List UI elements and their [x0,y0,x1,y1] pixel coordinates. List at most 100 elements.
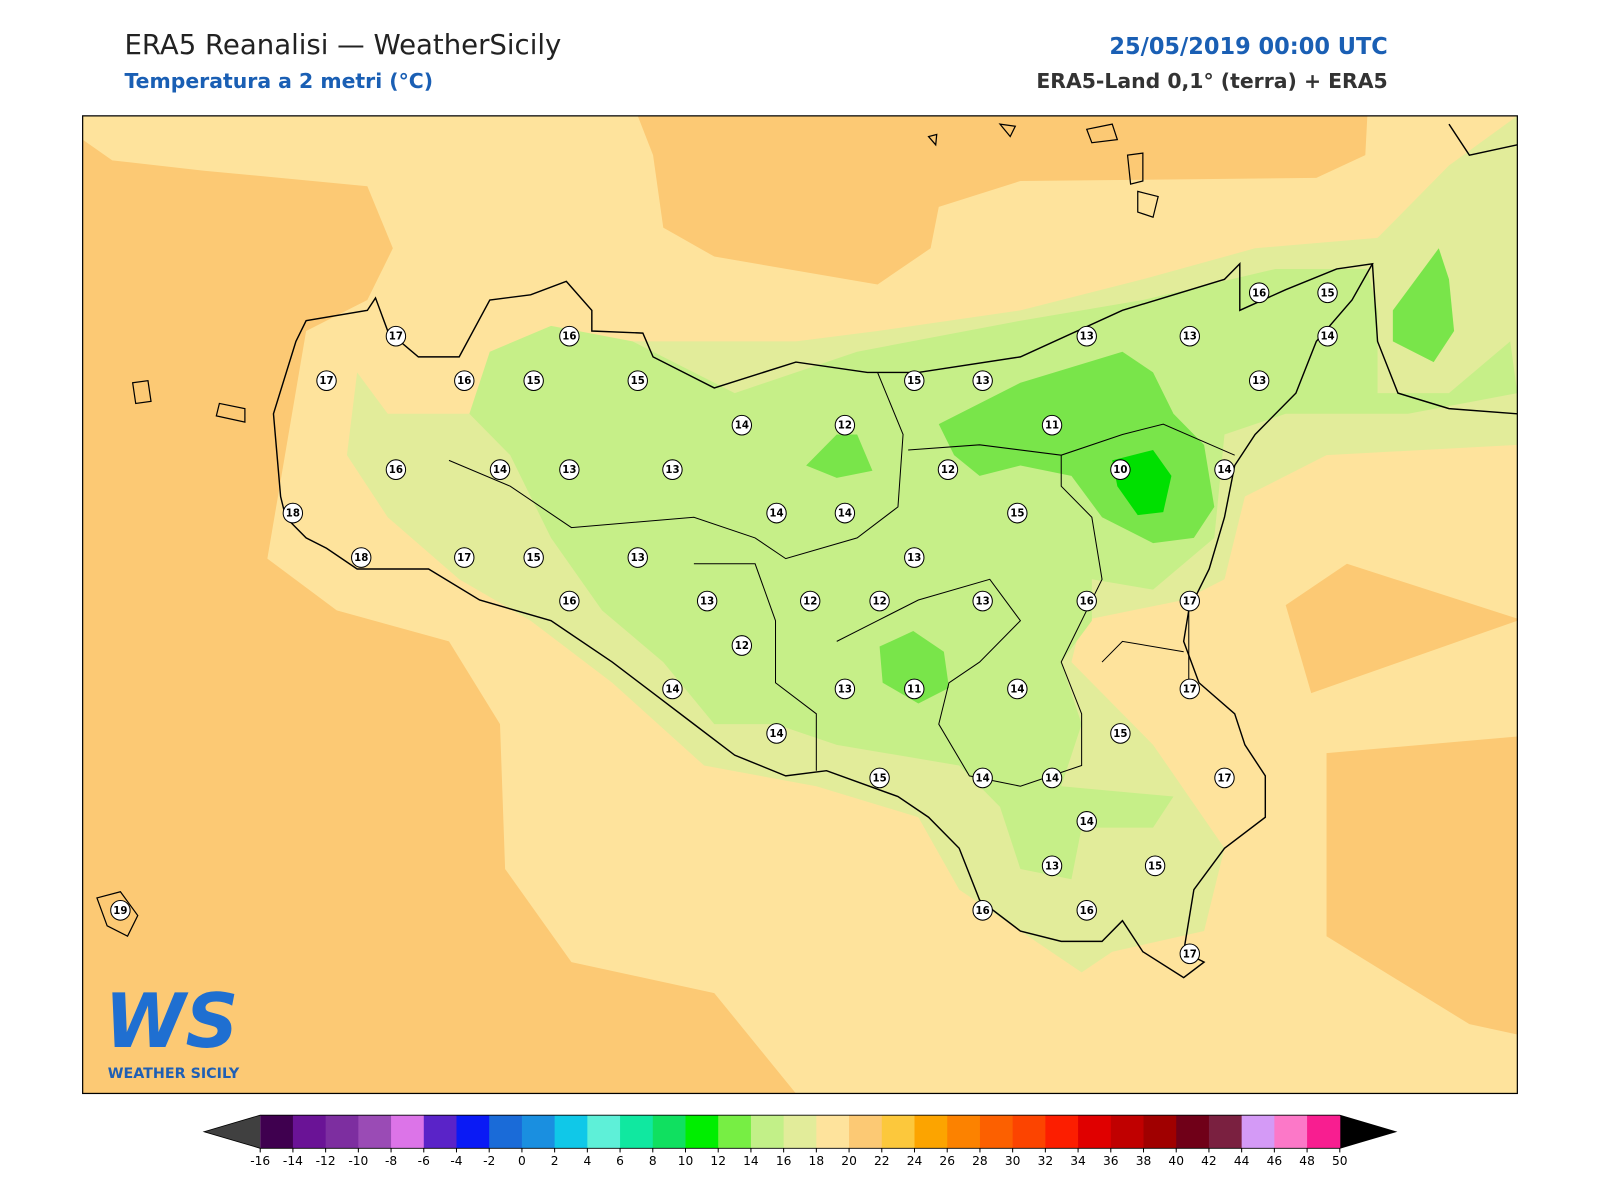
station-value: 18 [354,552,368,564]
station: 16 [454,370,475,392]
station: 14 [1041,767,1063,789]
station: 14 [1317,325,1338,347]
colorbar-segment [620,1115,654,1149]
map-frame [82,115,1518,1095]
colorbar-segment [1176,1115,1210,1149]
colorbar-segment [750,1115,785,1149]
field-18-20 [1285,563,1518,694]
station-marker [1110,723,1131,744]
station-marker [1076,900,1097,921]
station-value: 15 [527,552,541,564]
station-value: 16 [389,464,403,476]
station-value: 15 [527,375,541,387]
station: 14 [834,502,856,524]
colorbar-tick-label: 12 [710,1154,726,1168]
station-marker [316,370,337,392]
field-10-12 [806,434,873,478]
station: 11 [904,678,925,700]
station-marker [627,547,648,568]
colorbar-tick-label: 36 [1103,1154,1119,1168]
station: 16 [559,325,580,347]
station-marker [1076,811,1097,832]
station-marker [1179,590,1200,612]
station: 16 [1076,590,1097,612]
station-value: 17 [457,552,471,564]
station-marker [972,590,993,612]
station: 11 [1041,414,1063,436]
station: 13 [1041,855,1063,877]
station-marker [523,370,544,392]
station-marker [1041,767,1063,789]
station: 17 [1214,767,1235,789]
station: 14 [662,678,683,700]
colorbar-tick-label: -4 [450,1154,462,1168]
colorbar-segment [1241,1115,1275,1149]
map-area: 17 16 17 16 15 15 14 12 16 14 13 13 18 14 14 18 17 15 13 16… [82,115,1518,1094]
station-marker [662,459,683,481]
colorbar-segment [652,1115,687,1149]
station-marker [1144,855,1166,877]
station-marker [1248,370,1270,392]
station: 13 [972,590,993,612]
colorbar-tick-label: 46 [1267,1154,1283,1168]
colorbar-tick-label: 42 [1201,1154,1217,1168]
colorbar-tick-label: 20 [841,1154,857,1168]
station: 16 [385,459,407,481]
colorbar-segment [587,1115,621,1149]
station-marker [1179,943,1200,965]
colorbar-segment [881,1115,916,1149]
field-18-20 [637,115,1368,285]
station: 14 [766,723,787,744]
station-value: 17 [389,331,403,343]
colorbar-tick-label: 24 [907,1154,923,1168]
colorbar-tick-label: 44 [1234,1154,1250,1168]
field-12-14 [469,268,1518,880]
station-value: 17 [1183,948,1197,960]
station-marker [1179,325,1200,347]
station-marker [1007,678,1028,700]
station-marker [834,414,856,436]
station-marker [385,325,407,347]
station-value: 18 [286,508,300,520]
colorbar-tick-label: -14 [283,1154,303,1168]
colorbar-over [1339,1115,1396,1149]
station-value: 14 [1320,331,1334,343]
station-marker [904,678,925,700]
station: 18 [282,502,304,524]
station-marker [869,590,890,612]
station-value: 15 [1320,287,1334,299]
colorbar-segment [521,1115,556,1149]
station-marker [1041,855,1063,877]
station-marker [904,547,925,568]
colorbar-tick-label: 10 [678,1154,694,1168]
colorbar-tick-label: 28 [972,1154,988,1168]
station-value: 13 [700,596,714,608]
station-value: 14 [976,772,990,784]
colorbar-tick-label: 30 [1005,1154,1021,1168]
station: 17 [1179,590,1200,612]
source: ERA5-Land 0,1° (terra) + ERA5 [1036,69,1387,93]
station: 15 [523,547,544,568]
colorbar-segment [914,1115,948,1149]
station: 14 [1076,811,1097,832]
colorbar-segment [554,1115,588,1149]
colorbar-tick-label: 14 [743,1154,759,1168]
station-value: 12 [735,640,749,652]
station-marker [351,547,372,568]
station-marker [696,590,718,612]
title: ERA5 Reanalisi — WeatherSicily [124,28,561,61]
colorbar-segment [1045,1115,1079,1149]
station-marker [834,678,856,700]
colorbar-segment [260,1115,294,1149]
colorbar-segment [1143,1115,1177,1149]
station-marker [972,370,993,392]
logo-name: WEATHER SICILY [108,1066,240,1082]
station-marker [662,678,683,700]
station: 13 [834,678,856,700]
station: 15 [1007,502,1028,524]
station-value: 14 [769,728,783,740]
station-value: 13 [665,464,679,476]
station-value: 14 [735,420,749,432]
colorbar-segment [456,1115,490,1149]
colorbar-tick-label: 32 [1038,1154,1054,1168]
